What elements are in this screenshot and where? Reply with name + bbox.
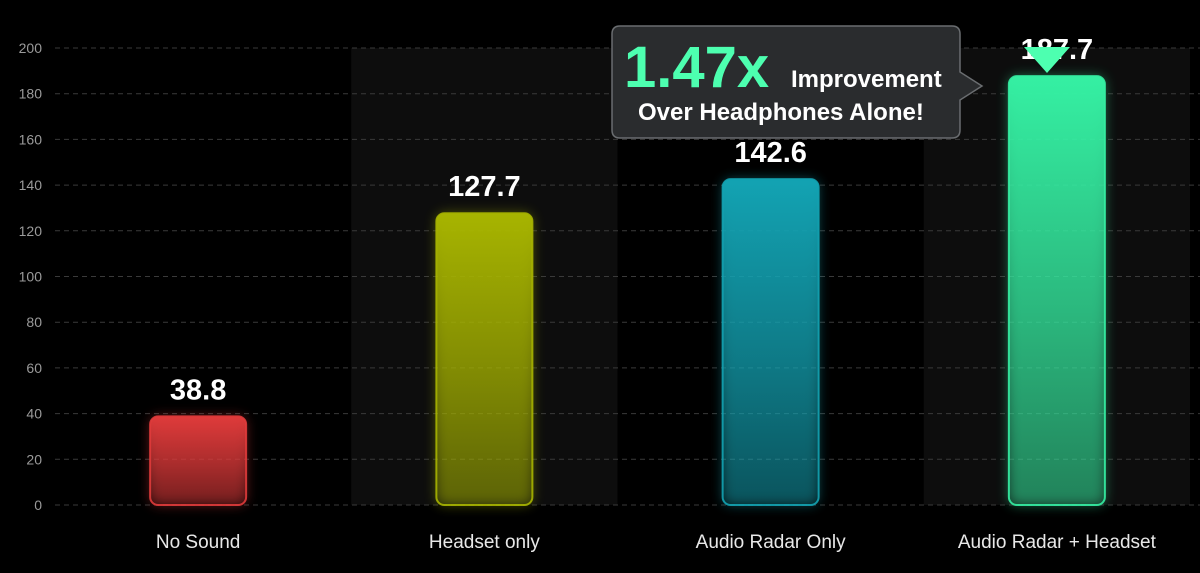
bar xyxy=(149,415,248,507)
y-tick-label: 180 xyxy=(19,86,43,102)
y-tick-label: 200 xyxy=(19,40,43,56)
bar-value-label: 38.8 xyxy=(170,374,226,406)
bar-value-label: 127.7 xyxy=(448,171,521,203)
bars xyxy=(149,75,1106,507)
y-tick-label: 20 xyxy=(26,451,42,467)
callout-text-line2: Over Headphones Alone! xyxy=(638,99,924,126)
callout-text-line1: Improvement xyxy=(791,66,942,93)
callout-multiplier: 1.47x xyxy=(624,35,769,100)
y-tick-label: 60 xyxy=(26,360,42,376)
y-tick-label: 140 xyxy=(19,177,43,193)
y-tick-label: 160 xyxy=(19,131,43,147)
x-axis: No Sound Headset only Audio Radar Only Audi… xyxy=(156,532,1157,553)
improvement-callout: 1.47x Improvement Over Headphones Alone! xyxy=(611,25,1070,139)
y-tick-label: 0 xyxy=(34,497,42,513)
y-tick-label: 80 xyxy=(26,314,42,330)
y-tick-label: 40 xyxy=(26,406,42,422)
x-category-label: No Sound xyxy=(156,532,241,553)
callout-pointer-triangle xyxy=(1024,47,1070,73)
x-category-label: Audio Radar Only xyxy=(696,532,846,553)
bar xyxy=(435,212,534,506)
bar xyxy=(721,178,820,506)
y-tick-label: 100 xyxy=(19,269,43,285)
y-axis: 0 20 40 60 80 100 120 140 160 180 200 xyxy=(19,40,43,513)
x-category-label: Audio Radar + Headset xyxy=(958,532,1157,553)
x-category-label: Headset only xyxy=(429,532,540,553)
y-tick-label: 120 xyxy=(19,223,43,239)
bar xyxy=(1007,75,1106,506)
bar-value-label: 142.6 xyxy=(734,137,807,169)
callout-box xyxy=(611,25,984,139)
